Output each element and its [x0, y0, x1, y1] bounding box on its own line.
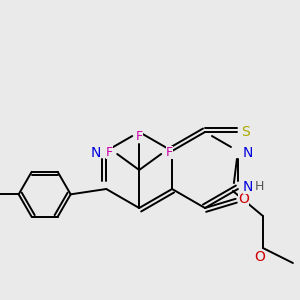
Text: N: N: [243, 146, 253, 160]
Text: F: F: [136, 130, 143, 142]
Text: F: F: [166, 146, 173, 158]
Text: F: F: [106, 146, 113, 158]
Text: O: O: [238, 192, 249, 206]
Text: N: N: [243, 180, 253, 194]
Text: O: O: [254, 250, 265, 264]
Text: H: H: [255, 181, 265, 194]
Text: N: N: [91, 146, 101, 160]
Text: S: S: [241, 125, 249, 139]
